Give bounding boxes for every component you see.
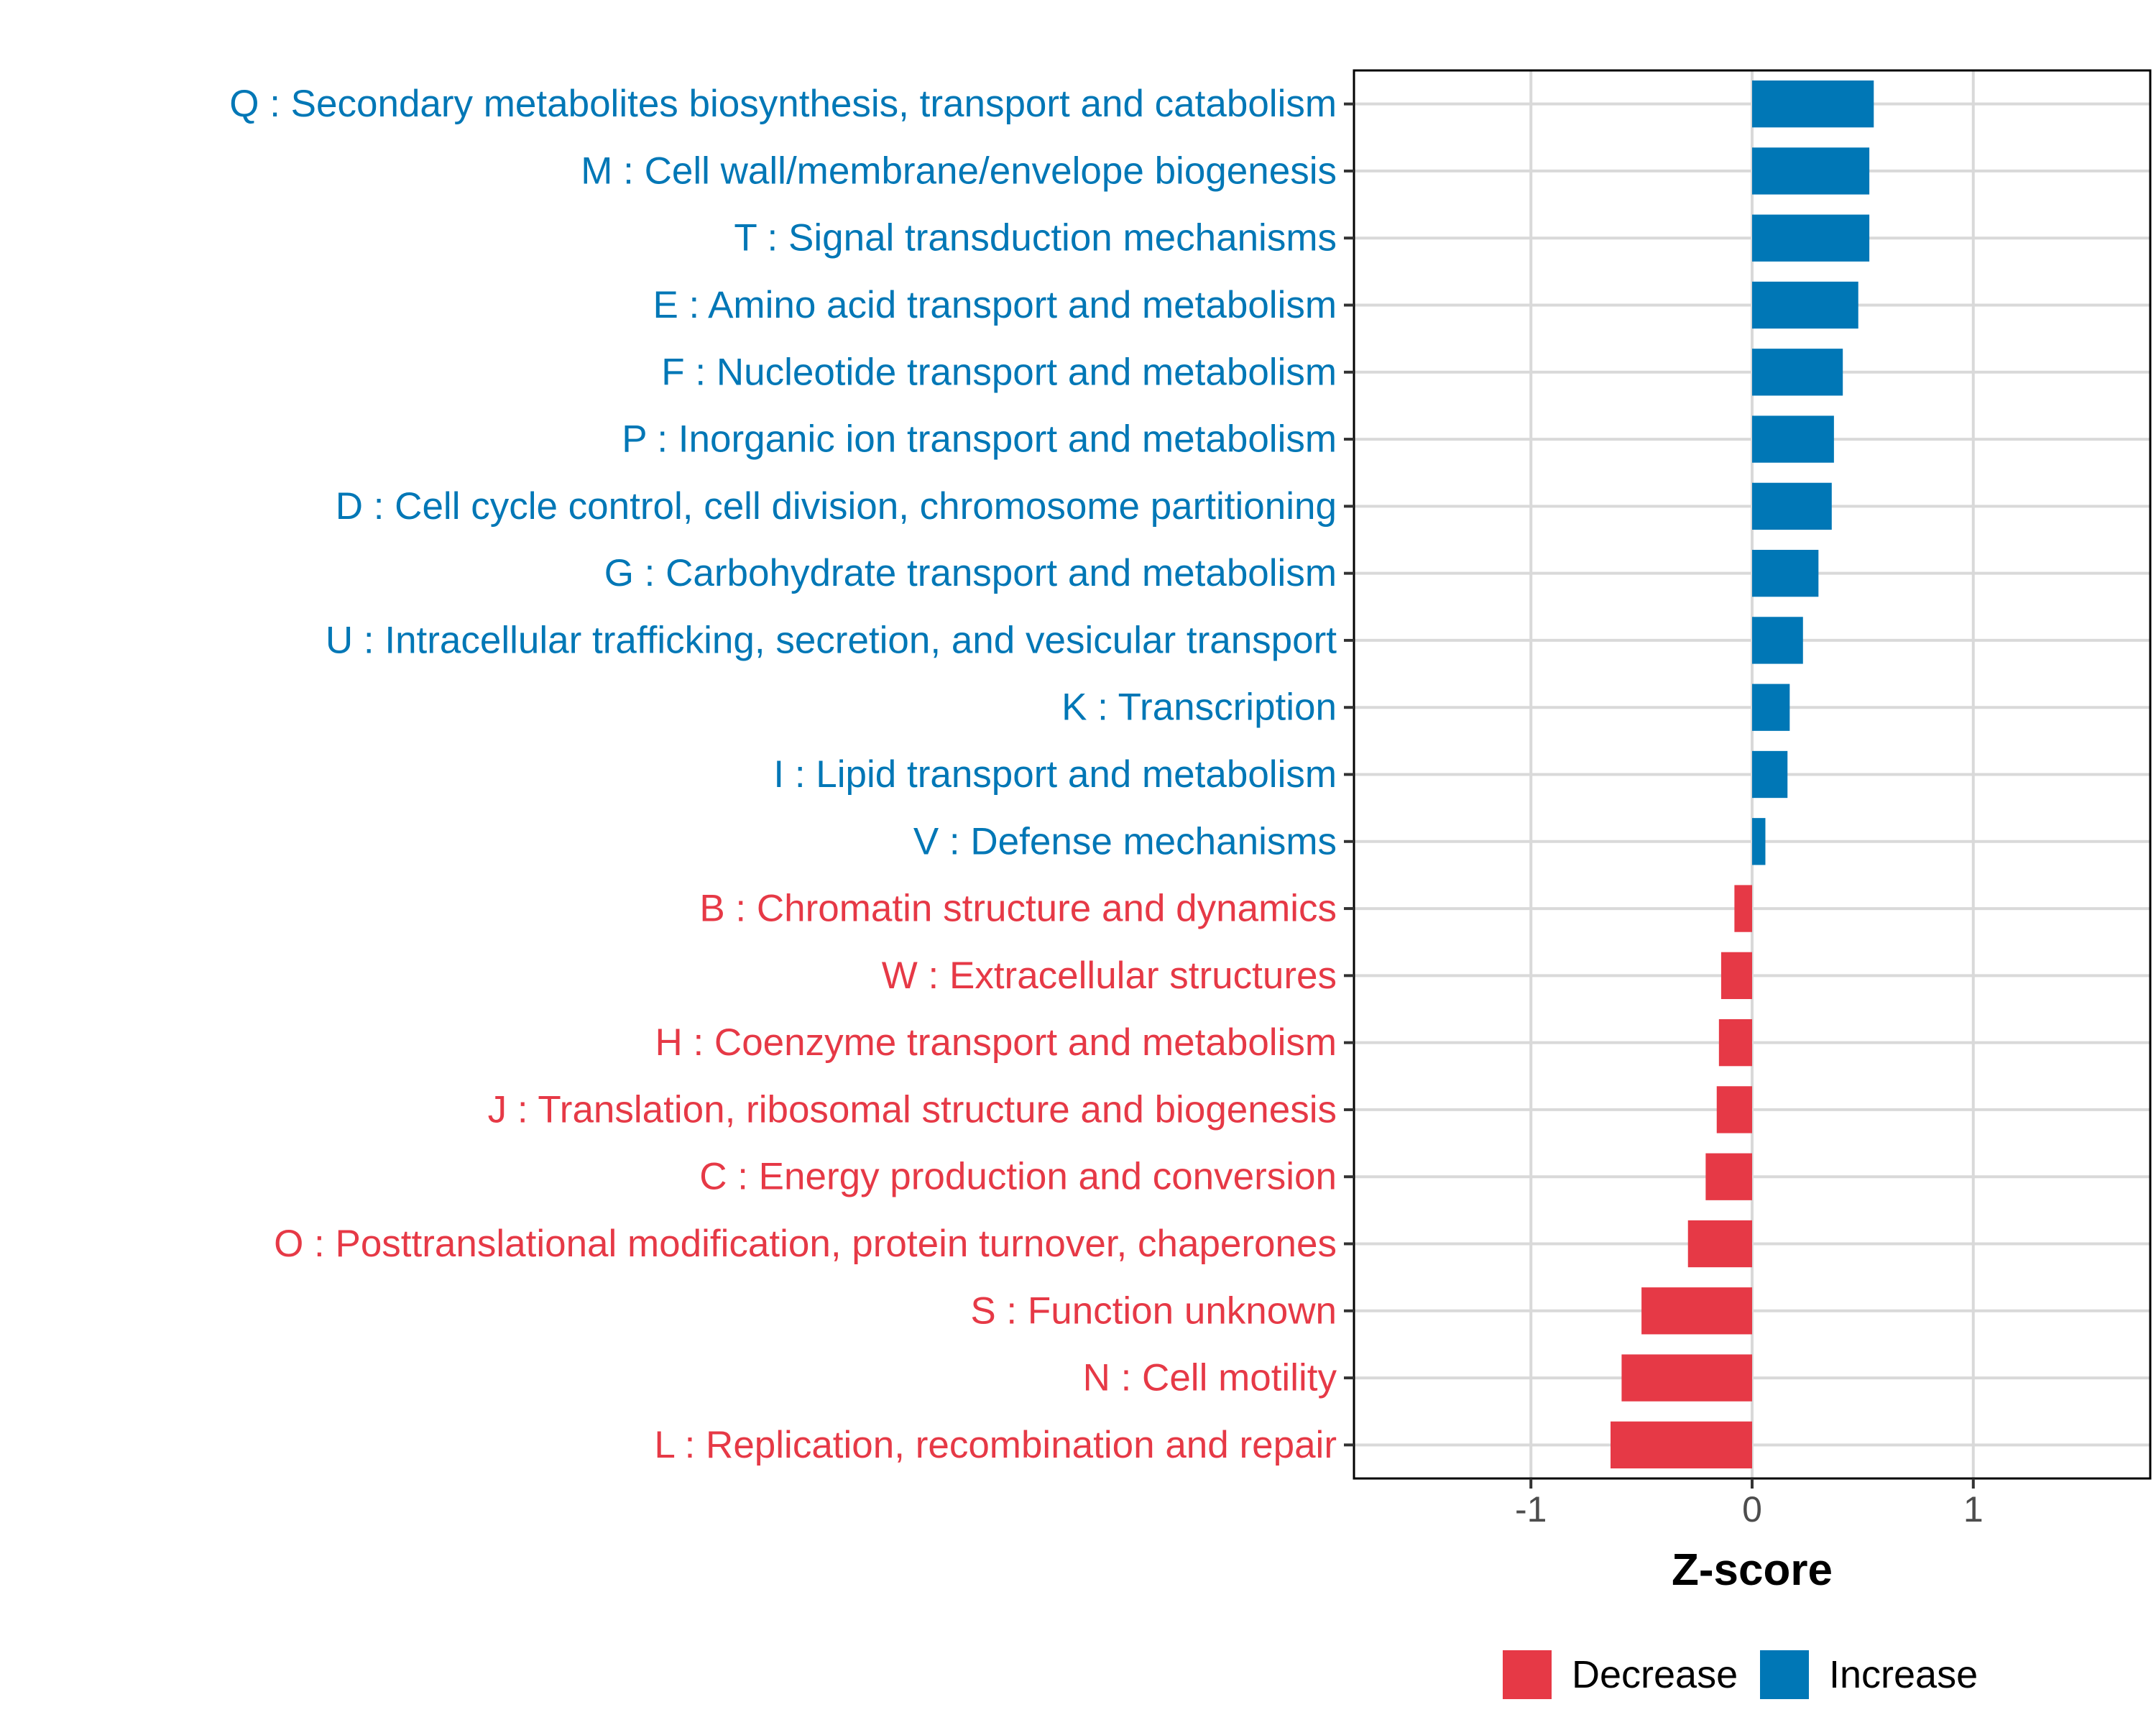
category-label: L : Replication, recombination and repai… (654, 1424, 1337, 1466)
category-label: K : Transcription (1061, 686, 1337, 729)
x-tick-label: 0 (1742, 1489, 1762, 1530)
category-label: M : Cell wall/membrane/envelope biogenes… (581, 150, 1337, 192)
category-label: P : Inorganic ion transport and metaboli… (622, 418, 1337, 461)
bar-increase (1752, 349, 1843, 396)
legend-key-decrease (1503, 1650, 1552, 1699)
category-label: B : Chromatin structure and dynamics (699, 888, 1337, 930)
bar-increase (1752, 214, 1870, 262)
bar-increase (1752, 818, 1766, 865)
bar-increase (1752, 617, 1803, 664)
bar-decrease (1641, 1287, 1752, 1335)
category-label: U : Intracellular trafficking, secretion… (326, 619, 1337, 661)
x-tick-label: 1 (1963, 1489, 1984, 1530)
bar-increase (1752, 415, 1834, 463)
x-axis-title: Z-score (1672, 1545, 1833, 1595)
bar-increase (1752, 80, 1874, 128)
bar-decrease (1718, 1018, 1752, 1067)
category-label: H : Coenzyme transport and metabolism (655, 1021, 1337, 1064)
bar-decrease (1687, 1220, 1752, 1268)
category-label: D : Cell cycle control, cell division, c… (336, 485, 1337, 528)
bar-decrease (1734, 885, 1752, 932)
legend-label-decrease: Decrease (1572, 1653, 1738, 1696)
bar-decrease (1611, 1421, 1752, 1469)
category-label: V : Defense mechanisms (913, 820, 1337, 862)
bar-decrease (1621, 1354, 1752, 1402)
bar-increase (1752, 281, 1858, 329)
category-label: G : Carbohydrate transport and metabolis… (604, 552, 1337, 594)
category-label: O : Posttranslational modification, prot… (274, 1223, 1337, 1265)
category-label: Q : Secondary metabolites biosynthesis, … (229, 83, 1337, 125)
category-label: S : Function unknown (970, 1289, 1337, 1332)
legend-label-increase: Increase (1829, 1653, 1978, 1696)
bar-decrease (1705, 1153, 1752, 1200)
bar-increase (1752, 684, 1790, 731)
bar-increase (1752, 750, 1788, 799)
category-label: N : Cell motility (1083, 1357, 1337, 1399)
bar-decrease (1716, 1086, 1752, 1133)
category-label: C : Energy production and conversion (699, 1156, 1337, 1198)
category-label: T : Signal transduction mechanisms (734, 217, 1337, 259)
bar-increase (1752, 482, 1832, 530)
bar-increase (1752, 147, 1870, 195)
bar-increase (1752, 549, 1819, 597)
legend-key-increase (1760, 1650, 1809, 1699)
category-label: F : Nucleotide transport and metabolism (661, 351, 1337, 393)
category-label: W : Extracellular structures (882, 954, 1337, 997)
bar-decrease (1720, 952, 1752, 1000)
category-label: E : Amino acid transport and metabolism (653, 284, 1337, 326)
category-label: I : Lipid transport and metabolism (773, 753, 1337, 796)
category-label: J : Translation, ribosomal structure and… (488, 1088, 1337, 1131)
x-tick-label: -1 (1515, 1489, 1547, 1530)
